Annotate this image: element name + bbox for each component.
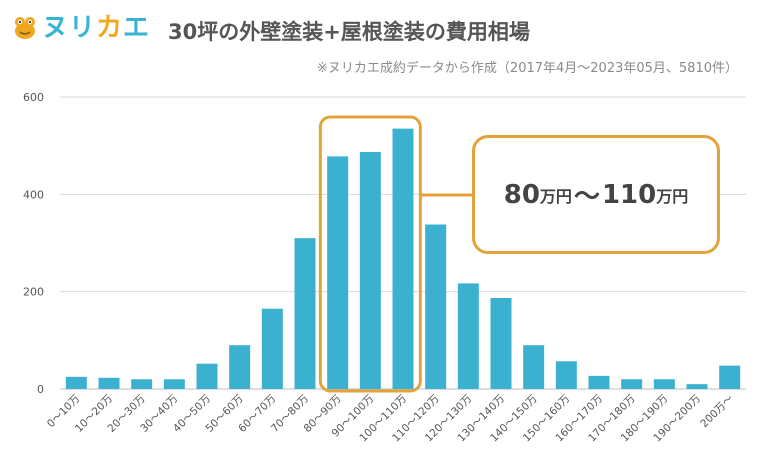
- brand-part2: カ: [96, 13, 124, 43]
- bar: [229, 345, 251, 389]
- bar: [425, 224, 447, 389]
- bar: [588, 375, 610, 389]
- bar: [65, 376, 87, 389]
- source-note: ※ヌリカエ成約データから作成（2017年4月～2023年05月、5810件）: [317, 61, 738, 76]
- brand-part1: ヌリ: [42, 13, 97, 43]
- callout-to-number: 110: [601, 179, 657, 210]
- brand-part3: エ: [123, 13, 151, 43]
- bar: [555, 361, 577, 389]
- bar: [131, 379, 153, 389]
- callout-to-unit: 万円: [656, 186, 689, 206]
- highlight-box: [318, 115, 422, 393]
- bar: [261, 308, 283, 389]
- y-tick-label: 400: [23, 188, 44, 201]
- y-tick-label: 0: [37, 383, 44, 396]
- bar: [327, 156, 349, 389]
- bar: [523, 345, 545, 389]
- bar: [686, 384, 708, 389]
- bar: [294, 238, 316, 389]
- bar: [196, 363, 218, 389]
- bar: [653, 379, 675, 389]
- bar: [490, 297, 512, 389]
- y-tick-label: 600: [23, 91, 44, 104]
- bar: [457, 283, 479, 389]
- callout-from-number: 80: [503, 179, 540, 210]
- callout-from-unit: 万円: [539, 186, 572, 206]
- header: ヌリカエ 30坪の外壁塗装+屋根塗装の費用相場: [0, 0, 768, 56]
- brand-name: ヌリカエ: [42, 14, 150, 42]
- price-range-callout: 80 万円～ 110 万円: [472, 135, 720, 254]
- bar: [392, 128, 414, 389]
- bar: [98, 377, 120, 389]
- bar: [359, 151, 381, 389]
- bar: [163, 379, 185, 389]
- y-tick-label: 200: [23, 286, 44, 299]
- page-title: 30坪の外壁塗装+屋根塗装の費用相場: [168, 20, 530, 44]
- frog-mascot-icon: [15, 17, 35, 39]
- callout-separator: ～: [573, 182, 600, 212]
- bar: [621, 379, 643, 389]
- brand-logo: ヌリカエ: [12, 14, 150, 42]
- bar: [719, 365, 741, 389]
- x-tick-label: 200万～: [698, 392, 736, 430]
